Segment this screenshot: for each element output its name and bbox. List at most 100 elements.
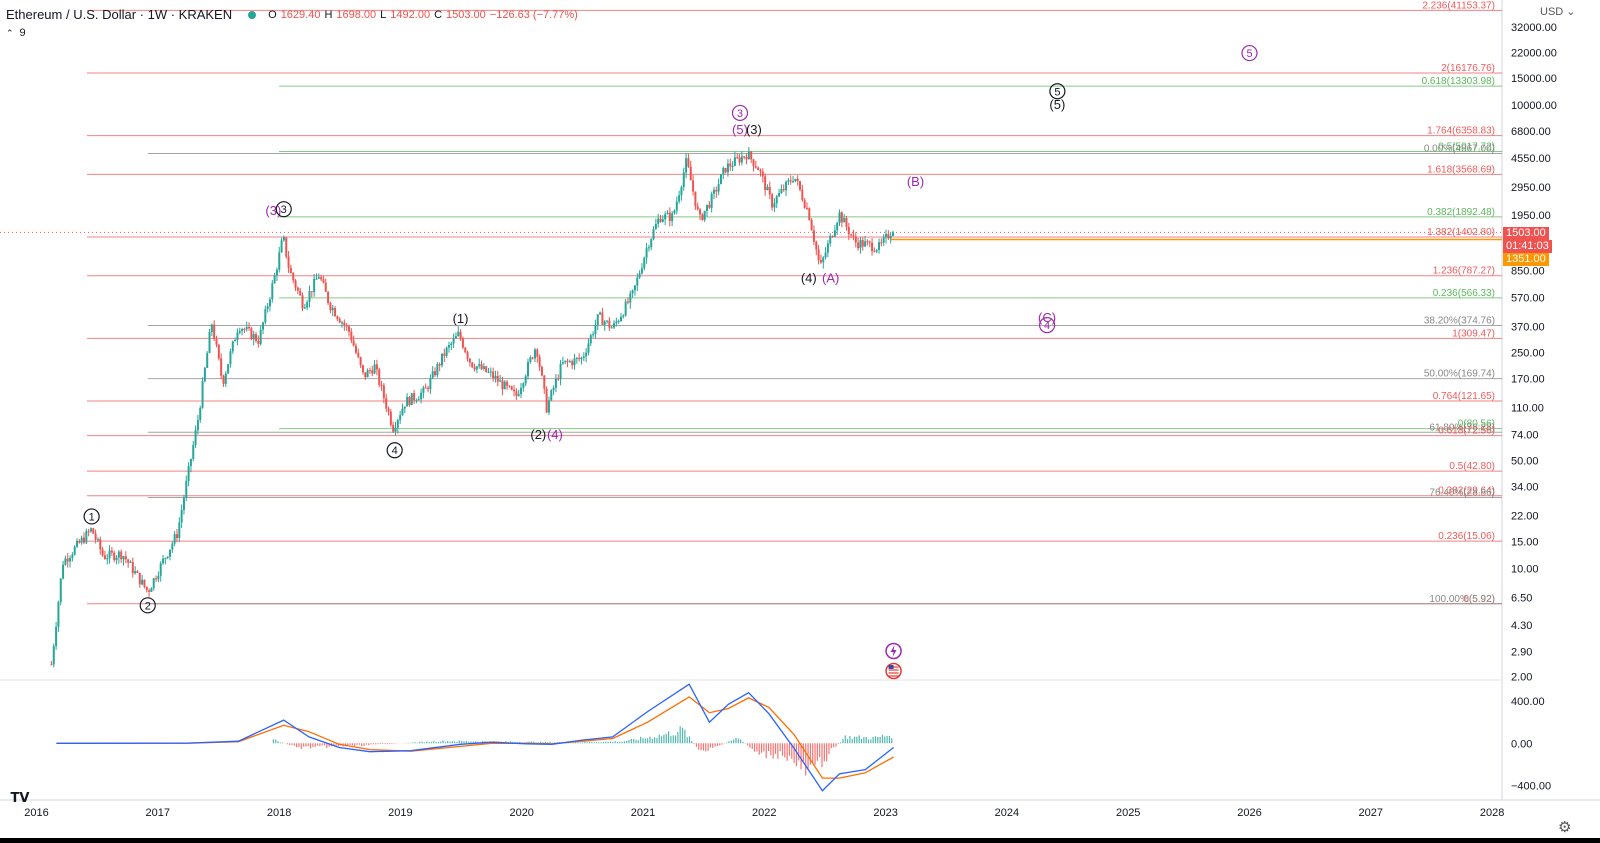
candle-body [564,360,567,363]
macd-histogram-bar [435,741,437,744]
macd-histogram-bar [544,741,546,744]
macd-histogram-bar [781,743,784,756]
macd-histogram-bar [549,741,551,744]
high-label: H [324,8,333,21]
macd-histogram-bar [833,743,835,748]
wave-label: 1 [89,511,95,523]
symbol-title[interactable]: Ethereum / U.S. Dollar · 1W · KRAKEN [6,7,233,22]
candle-body [473,367,476,370]
macd-histogram-bar [637,740,639,744]
candle-body [422,387,425,393]
candle-body [443,353,446,356]
candle-body [812,230,815,242]
macd-histogram-bar [347,743,349,747]
gear-icon[interactable]: ⚙ [1558,818,1572,836]
candle-body [596,314,599,326]
candle-body [801,189,804,201]
macd-histogram-bar [372,743,374,745]
candle-body [62,564,65,579]
candle-body [447,345,450,348]
candle-body [336,316,339,319]
candle-body [731,165,734,167]
macd-histogram-bar [881,734,884,744]
fib-level-label: 61.80%(76.28) [1429,422,1495,433]
candle-body [243,329,246,331]
macd-histogram-bar [368,743,370,746]
candle-body [127,559,130,563]
candle-body [861,240,864,247]
candle-body [129,561,132,563]
horizontal-line-tag: 1351.00 [1503,253,1549,266]
currency-label: USD [1540,6,1564,18]
macd-histogram-bar [609,741,612,744]
currency-selector[interactable]: USD ⌄ [1540,6,1576,18]
wave-label-circle [386,442,403,459]
candle-body [829,236,832,244]
fib-level-label: 0.236(566.33) [1433,288,1495,299]
candle-body [192,444,195,459]
macd-histogram-bar [437,741,440,744]
candle-body [445,347,448,356]
candle-body [371,370,374,374]
candle-body [724,167,727,173]
macd-histogram-bar [712,743,714,748]
candle-body [115,557,118,561]
candle-body [76,540,79,547]
candle-body [747,151,750,160]
macd-histogram-bar [595,742,598,744]
macd-histogram-bar [574,742,577,744]
price-tick-label: 6800.00 [1511,126,1551,138]
candle-body [415,400,418,402]
macd-histogram-bar [468,741,470,744]
candle-body [213,324,216,340]
macd-histogram-bar [419,741,421,744]
candle-body [280,240,283,253]
macd-histogram-bar [430,741,433,744]
macd-histogram-bar [686,737,688,744]
candle-body [361,365,364,373]
macd-histogram-bar [312,743,314,748]
candle-body [178,522,181,539]
candle-body [234,340,237,342]
candle-body [73,546,76,555]
candle-body [631,290,634,294]
macd-histogram-bar [528,741,530,744]
candle-body [680,187,683,196]
candle-body [410,393,413,405]
macd-histogram-bar [656,738,658,744]
candle-body [143,579,146,587]
candle-body [715,189,718,192]
candle-body [531,357,534,359]
macd-histogram-bar [677,731,679,744]
candle-body [592,334,595,336]
indicator-toggle[interactable]: ⌃ 9 [6,27,26,39]
macd-histogram-bar [584,741,586,744]
low-value: 1492.00 [390,8,431,21]
candle-body [350,331,353,341]
candle-body [487,371,490,373]
candle-body [468,358,471,363]
candle-body [854,236,857,243]
macd-histogram-bar [693,743,695,745]
candle-body [638,273,641,278]
macd-histogram-bar [814,743,816,765]
macd-histogram-bar [391,743,393,744]
fib-level-label: 76.40%(28.86) [1429,488,1495,499]
macd-histogram-bar [581,742,584,744]
horizontal-line-value: 1351.00 [1506,253,1546,265]
macd-histogram-bar [291,743,293,745]
macd-histogram-bar [454,741,456,744]
candle-body [696,206,699,210]
macd-histogram-bar [886,735,888,744]
macd-histogram-bar [363,743,365,747]
candle-body [406,396,409,407]
macd-histogram-bar [728,741,730,744]
candle-body [566,360,569,362]
macd-histogram-bar [865,736,867,744]
candle-body [822,257,825,263]
candle-body [478,364,481,367]
fib-level-label: 38.20%(374.76) [1424,316,1495,327]
tradingview-logo-icon[interactable]: TV [10,790,30,806]
